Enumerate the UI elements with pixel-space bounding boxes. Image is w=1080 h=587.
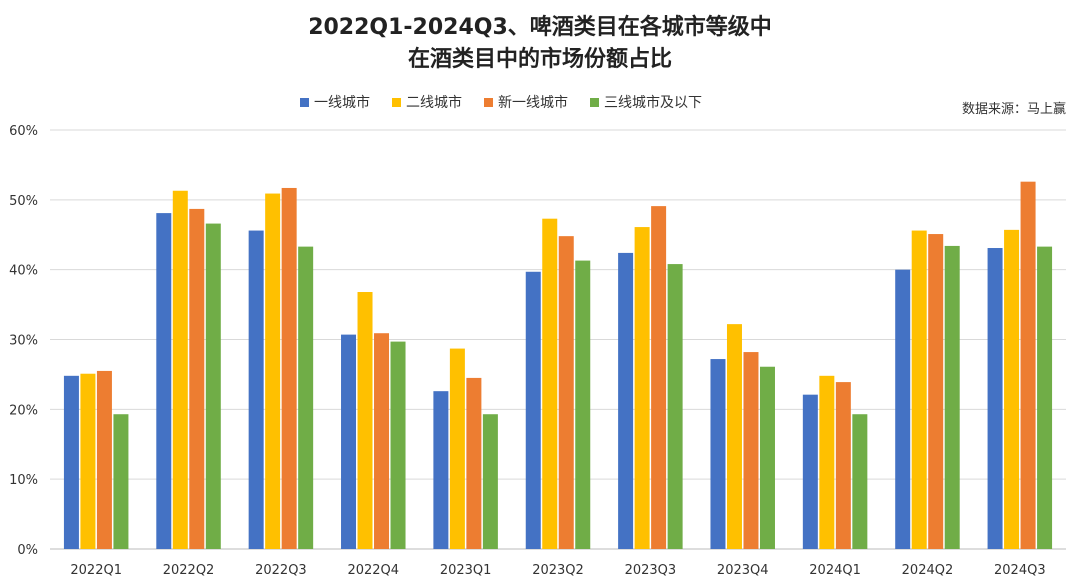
y-tick-label: 10% (9, 473, 38, 488)
bar (80, 373, 96, 549)
legend-swatch (392, 97, 401, 107)
bar (618, 252, 634, 549)
bar (466, 377, 482, 549)
bar (710, 359, 726, 549)
y-tick-label: 20% (9, 403, 38, 418)
legend-item: 新一线城市 (484, 92, 568, 112)
x-tick-label: 2022Q2 (163, 563, 215, 578)
legend-label: 一线城市 (314, 95, 370, 111)
bar (63, 375, 79, 549)
legend-label: 三线城市及以下 (604, 95, 702, 111)
y-tick-label: 50% (9, 194, 38, 209)
bar (987, 248, 1003, 550)
x-tick-label: 2023Q2 (532, 563, 584, 578)
title-line-1: 2022Q1-2024Q3、啤酒类目在各城市等级中 (308, 15, 772, 40)
x-tick-label: 2022Q3 (255, 563, 307, 578)
y-tick-label: 40% (9, 264, 38, 279)
bar (374, 333, 390, 549)
legend-label: 二线城市 (406, 95, 462, 111)
bar (341, 334, 357, 549)
bar (113, 414, 129, 549)
bar (390, 341, 406, 549)
bar (726, 324, 742, 549)
bar (819, 375, 835, 549)
bar (928, 234, 944, 549)
bar (298, 246, 314, 549)
bar (482, 414, 498, 549)
bar (542, 218, 558, 549)
bar (651, 206, 667, 549)
bar (172, 190, 188, 549)
legend-swatch (590, 97, 599, 107)
bar (835, 382, 851, 549)
bar (205, 223, 221, 549)
source-note: 数据来源：马上赢 (961, 102, 1066, 117)
x-tick-label: 2022Q1 (70, 563, 122, 578)
bar (357, 292, 373, 549)
x-tick-label: 2023Q4 (717, 563, 769, 578)
x-tick-label: 2024Q3 (994, 563, 1046, 578)
x-tick-label: 2024Q1 (809, 563, 861, 578)
bar (96, 370, 112, 549)
bar (575, 260, 591, 549)
bar (1037, 246, 1053, 549)
chart-title: 2022Q1-2024Q3、啤酒类目在各城市等级中 在酒类目中的市场份额占比 (0, 12, 1080, 76)
legend-item: 二线城市 (392, 92, 462, 112)
x-tick-label: 2022Q4 (347, 563, 399, 578)
bar (667, 264, 683, 549)
bar (911, 230, 927, 549)
legend-item: 一线城市 (300, 92, 370, 112)
bar (634, 227, 650, 549)
legend-item: 三线城市及以下 (590, 92, 702, 112)
x-tick-label: 2023Q1 (440, 563, 492, 578)
title-line-2: 在酒类目中的市场份额占比 (407, 47, 672, 72)
bar (802, 394, 818, 549)
legend-swatch (484, 97, 493, 107)
bar (156, 213, 172, 549)
bar (525, 271, 541, 549)
legend: 一线城市 二线城市 新一线城市 三线城市及以下 (300, 92, 702, 112)
x-tick-label: 2023Q3 (625, 563, 677, 578)
legend-label: 新一线城市 (498, 95, 568, 111)
bar (558, 236, 574, 549)
y-tick-label: 0% (17, 543, 38, 558)
bar (265, 193, 281, 549)
y-tick-label: 60% (9, 124, 38, 139)
bar (895, 269, 911, 549)
bar (1004, 229, 1020, 549)
bar (281, 187, 297, 549)
bar (1020, 181, 1036, 549)
bar (248, 230, 264, 549)
bar (449, 348, 465, 549)
y-tick-label: 30% (9, 334, 38, 349)
bar (433, 391, 449, 549)
bar (852, 414, 868, 549)
bar (743, 352, 759, 549)
legend-swatch (300, 97, 309, 107)
bar (944, 245, 960, 549)
bar (189, 208, 205, 549)
x-tick-label: 2024Q2 (902, 563, 954, 578)
bar (759, 366, 775, 549)
